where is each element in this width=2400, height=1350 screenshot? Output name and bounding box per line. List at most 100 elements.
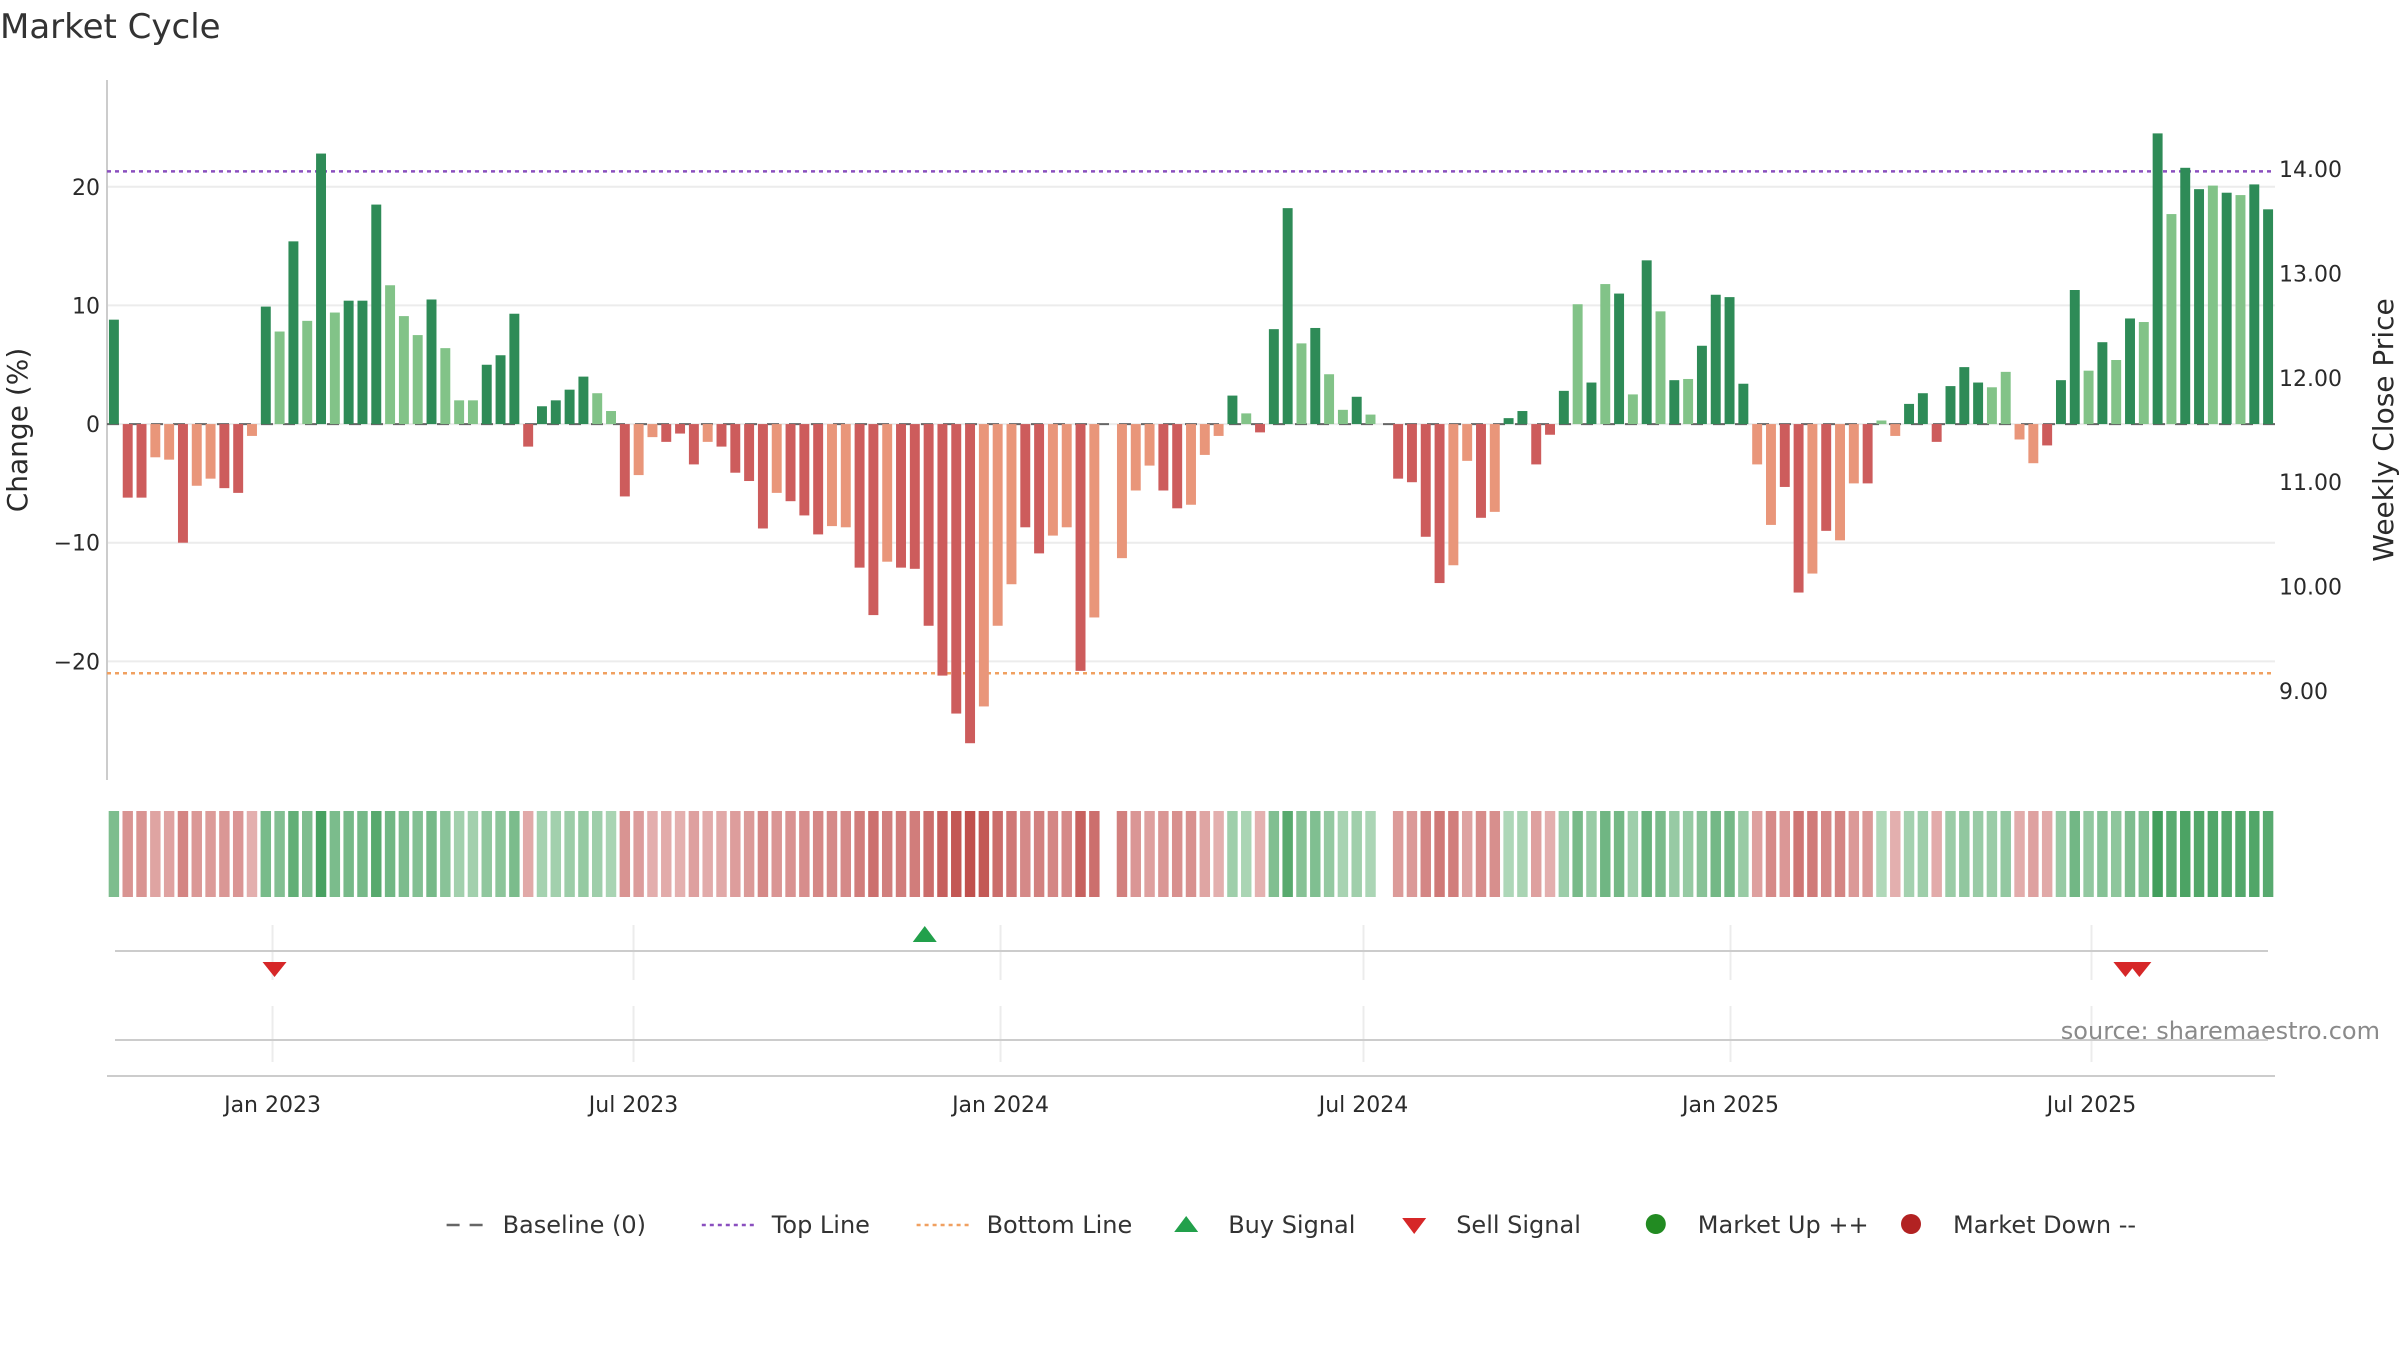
strip-cell (343, 811, 354, 897)
legend-label: Bottom Line (987, 1211, 1133, 1239)
strip-cell (619, 811, 631, 897)
cycle-bar (495, 355, 506, 425)
strip-cell (1710, 811, 1721, 897)
cycle-bar (1641, 260, 1652, 425)
cycle-bar (1558, 390, 1569, 425)
strip-cell (2028, 811, 2039, 897)
cycle-bar (1448, 424, 1459, 566)
strip-cell (371, 811, 382, 897)
cycle-bar (1931, 424, 1942, 442)
cycle-bar (813, 424, 824, 535)
strip-cell (1558, 811, 1570, 897)
strip-cell (1503, 811, 1514, 897)
cycle-bar (1020, 424, 1031, 528)
cycle-bar (1489, 424, 1500, 512)
strip-cell (978, 811, 990, 897)
cycle-bar (136, 424, 147, 498)
cycle-bar (523, 424, 534, 447)
strip-cell (909, 811, 921, 897)
strip-cell (743, 811, 755, 897)
strip-cell (260, 811, 272, 897)
cycle-bar (937, 424, 948, 676)
cycle-bar (1268, 329, 1279, 425)
strip-cell (550, 811, 562, 897)
cycle-bar (2263, 209, 2274, 425)
strip-cell (1945, 811, 1956, 897)
strip-cell (1903, 811, 1915, 897)
cycle-bar (592, 393, 603, 425)
cycle-bar (108, 319, 119, 425)
cycle-bar (2221, 192, 2232, 425)
strip-cell (1144, 811, 1155, 897)
cycle-bar (882, 424, 893, 562)
strip-cell (2014, 811, 2025, 897)
cycle-bar (1034, 424, 1045, 554)
cycle-bar (426, 299, 437, 425)
strip-cell (702, 811, 713, 897)
strip-cell (1047, 811, 1059, 897)
y2-axis-title: Weekly Close Price (2367, 298, 2400, 561)
strip-cell (122, 811, 133, 897)
cycle-bar (854, 424, 865, 568)
strip-cell (108, 811, 120, 897)
strip-cell (274, 811, 285, 897)
cycle-bar (1614, 293, 1625, 425)
cycle-bar (1075, 424, 1086, 671)
strip-cell (1020, 811, 1031, 897)
strip-cell (2138, 811, 2150, 897)
y-tick-label: 10 (72, 294, 100, 319)
strip-cell (1033, 811, 1045, 897)
strip-cell (2221, 811, 2232, 897)
strip-cell (647, 811, 658, 897)
cycle-bar (1545, 424, 1555, 435)
x-tick-label: Jan 2025 (1680, 1093, 1779, 1118)
strip-cell (674, 811, 686, 897)
strip-cell (302, 811, 313, 897)
cycle-bar (896, 424, 906, 568)
cycle-bar (2180, 167, 2191, 425)
strip-cell (1185, 811, 1197, 897)
cycle-bar (799, 424, 810, 516)
strip-cell (688, 811, 700, 897)
cycle-bar (1627, 394, 1638, 425)
strip-cell (205, 811, 216, 897)
cycle-bar (1227, 395, 1238, 425)
strip-cell (840, 811, 851, 897)
strip-cell (536, 811, 548, 897)
y2-tick-label: 11.00 (2279, 471, 2342, 496)
strip-cell (1820, 811, 1832, 897)
cycle-bar (1282, 208, 1293, 425)
market-gridlines (271, 1006, 2093, 1062)
strip-cell (2249, 811, 2260, 897)
main-plot: 20 10 0 −10 −20 14.00 13.00 12.00 11.00 10.00 9.0… (1, 80, 2400, 780)
strip-cell (1834, 811, 1846, 897)
cycle-bar (219, 424, 230, 489)
cycle-bar (371, 204, 382, 425)
strip-cell (854, 811, 865, 897)
cycle-bar (454, 400, 465, 425)
strip-cell (730, 811, 741, 897)
cycle-bar (2249, 184, 2260, 425)
strip-cell (509, 811, 520, 897)
cycle-bar (1186, 424, 1196, 505)
strip-cell (1793, 811, 1804, 897)
cycle-bar (1835, 424, 1845, 541)
cycle-bar (2000, 371, 2011, 425)
strip-cell (1475, 811, 1487, 897)
strip-cell (2055, 811, 2067, 897)
strip-cell (191, 811, 202, 897)
cycle-bar (1683, 378, 1694, 425)
strip-cell (1779, 811, 1790, 897)
strip-cell (522, 811, 534, 897)
cycle-bar (1904, 403, 1915, 425)
cycle-bar (1241, 413, 1252, 425)
cycle-bar (1572, 304, 1583, 425)
strip-cell (1392, 811, 1404, 897)
legend-item: Sell Signal (1402, 1211, 1581, 1239)
strip-cell (1116, 811, 1128, 897)
cycle-bar (1986, 387, 1997, 425)
strip-cell (1158, 811, 1169, 897)
strip-cell (1696, 811, 1708, 897)
strip-cell (1171, 811, 1183, 897)
strip-cell (812, 811, 824, 897)
